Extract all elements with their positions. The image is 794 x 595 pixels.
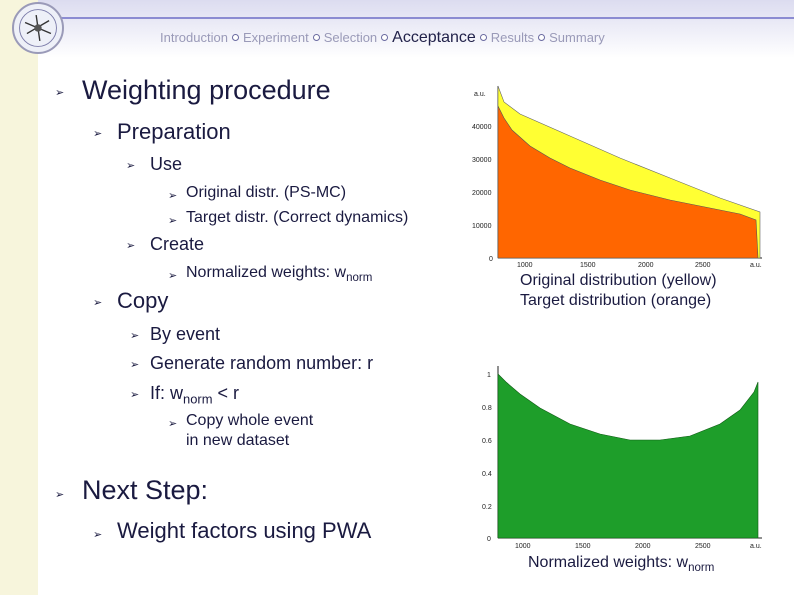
plot2-y-tick: 0.4 <box>482 471 492 478</box>
bullet-arrow-icon: ➢ <box>130 359 140 371</box>
nav-separator-dot <box>231 34 239 42</box>
nav-selection[interactable]: Selection <box>323 30 378 45</box>
bullet-arrow-icon: ➢ <box>130 389 140 401</box>
bullet-arrow-icon: ➢ <box>55 489 65 501</box>
header-rule <box>60 17 794 19</box>
nav-acceptance-current[interactable]: Acceptance <box>392 29 476 46</box>
plot1-caption-original: Original distribution (yellow) <box>520 272 717 289</box>
plot2-x-tick: 1000 <box>515 543 531 550</box>
plot2-y-tick: 1 <box>487 372 491 379</box>
nav-results[interactable]: Results <box>490 30 535 45</box>
bullet-arrow-icon: ➢ <box>130 330 140 342</box>
plot1-y-tick: 10000 <box>472 223 492 230</box>
heading-weighting-procedure: Weighting procedure <box>82 75 331 105</box>
nav-introduction[interactable]: Introduction <box>160 30 228 45</box>
item-by-event: By event <box>150 324 221 344</box>
nav-experiment[interactable]: Experiment <box>242 30 309 45</box>
plot1-y-tick: 20000 <box>472 190 492 197</box>
plot2-x-tick: 2000 <box>635 543 651 550</box>
item-target-distr: Target distr. (Correct dynamics) <box>186 209 409 226</box>
bullet-arrow-icon: ➢ <box>93 529 103 541</box>
section-navigation: Introduction Experiment Selection Acceptanc… <box>160 29 605 47</box>
distribution-histogram: a.u. 40000 30000 20000 10000 0 1000 1500… <box>472 85 762 269</box>
nav-separator-dot <box>538 34 546 42</box>
plot1-y-unit: a.u. <box>474 91 486 98</box>
plot2-y-tick: 0.2 <box>482 504 492 511</box>
plot1-y-tick: 40000 <box>472 124 492 131</box>
nav-separator-dot <box>312 34 320 42</box>
institution-logo <box>12 2 64 54</box>
heading-next-step: Next Step: <box>82 475 209 505</box>
bullet-arrow-icon: ➢ <box>168 270 178 282</box>
bullet-arrow-icon: ➢ <box>93 128 103 140</box>
plot1-x-unit: a.u. <box>750 262 762 269</box>
plot2-x-tick: 2500 <box>695 543 711 550</box>
item-preparation: Preparation <box>117 119 231 144</box>
plot2-y-tick: 0.8 <box>482 405 492 412</box>
item-normalized-weights: Normalized weights: wnorm <box>186 264 373 285</box>
nav-separator-dot <box>381 34 389 42</box>
item-weight-factors: Weight factors using PWA <box>117 518 372 543</box>
plot1-caption-target: Target distribution (orange) <box>520 292 712 309</box>
item-copy-whole-event: Copy whole event <box>186 412 314 429</box>
plot2-x-tick: 1500 <box>575 543 591 550</box>
bullet-arrow-icon: ➢ <box>168 215 178 227</box>
item-create: Create <box>150 234 205 254</box>
plot2-caption: Normalized weights: wnorm <box>528 554 715 575</box>
target-distribution-area <box>497 105 759 259</box>
plot1-y-tick: 0 <box>489 256 493 263</box>
weights-distribution-area <box>497 373 759 539</box>
normalized-weights-histogram: 1 0.8 0.6 0.4 0.2 0 1000 1500 2000 2500 … <box>482 366 762 550</box>
plot1-x-tick: 1000 <box>517 262 533 269</box>
item-use: Use <box>150 154 183 174</box>
plot1-x-tick: 2000 <box>638 262 654 269</box>
item-if-condition: If: wnorm < r <box>150 383 240 407</box>
plot1-x-tick: 2500 <box>695 262 711 269</box>
bullet-arrow-icon: ➢ <box>55 87 65 99</box>
plot2-x-unit: a.u. <box>750 543 762 550</box>
left-sidebar-strip <box>0 0 38 595</box>
nav-summary[interactable]: Summary <box>549 30 605 45</box>
item-original-distr: Original distr. (PS-MC) <box>186 184 347 201</box>
plot1-x-tick: 1500 <box>580 262 596 269</box>
bullet-arrow-icon: ➢ <box>126 160 136 172</box>
item-in-new-dataset: in new dataset <box>186 432 290 449</box>
bullet-arrow-icon: ➢ <box>168 418 178 430</box>
nav-separator-dot <box>479 34 487 42</box>
plot2-y-tick: 0.6 <box>482 438 492 445</box>
header-band <box>38 0 794 58</box>
bullet-arrow-icon: ➢ <box>93 297 103 309</box>
plot1-y-tick: 30000 <box>472 157 492 164</box>
item-copy: Copy <box>117 288 169 313</box>
bullet-arrow-icon: ➢ <box>126 240 136 252</box>
bullet-arrow-icon: ➢ <box>168 190 178 202</box>
item-generate-random: Generate random number: r <box>150 353 374 373</box>
plot2-y-tick: 0 <box>487 536 491 543</box>
